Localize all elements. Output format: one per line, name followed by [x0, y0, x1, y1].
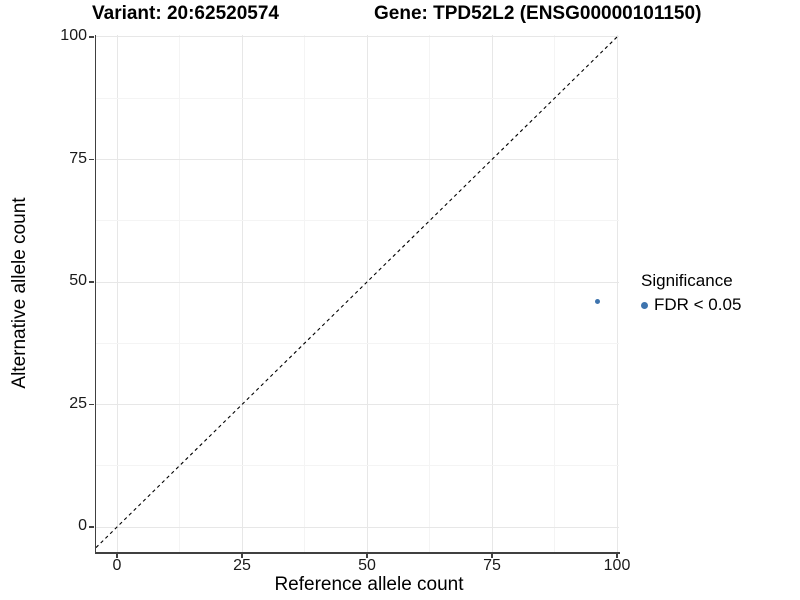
gridline-x-major	[491, 35, 493, 552]
y-tick-mark	[89, 158, 94, 161]
y-axis-title: Alternative allele count	[9, 197, 30, 389]
legend: Significance FDR < 0.05	[641, 271, 741, 315]
gridline-y-minor	[96, 220, 619, 222]
y-tick-mark	[89, 281, 94, 283]
gridline-y-minor	[96, 465, 619, 467]
gridline-y-minor	[96, 97, 619, 99]
plot-title-gene: Gene: TPD52L2 (ENSG00000101150)	[374, 3, 702, 24]
y-tick-mark	[89, 36, 94, 38]
y-tick-mark	[89, 403, 94, 406]
legend-title: Significance	[641, 271, 733, 290]
x-axis-line	[94, 552, 620, 554]
gridline-x-major	[241, 35, 243, 552]
x-tick-label: 25	[233, 557, 251, 574]
x-tick-mark	[366, 553, 368, 559]
x-tick-label: 100	[603, 557, 631, 574]
gridline-y-major	[96, 404, 619, 405]
y-tick-label: 25	[69, 394, 87, 412]
gridline-x-major	[366, 35, 368, 552]
legend-entry: FDR < 0.05	[641, 295, 741, 315]
legend-point-icon	[641, 301, 648, 309]
gridline-y-major	[96, 36, 619, 38]
y-tick-label: 100	[60, 27, 87, 44]
y-tick-label: 0	[78, 517, 87, 534]
gridline-y-minor	[96, 342, 619, 344]
gridline-x-minor	[554, 35, 555, 552]
data-point	[594, 299, 600, 305]
gridline-x-minor	[304, 35, 305, 552]
x-tick-mark	[241, 553, 243, 559]
gridline-x-minor	[179, 35, 180, 552]
legend-entry-label: FDR < 0.05	[654, 295, 742, 314]
plot-title-variant: Variant: 20:62520574	[92, 3, 279, 24]
y-tick-label: 50	[69, 272, 87, 289]
y-tick-label: 75	[69, 149, 87, 167]
gridline-y-major	[96, 281, 619, 283]
x-tick-mark	[616, 553, 618, 559]
gridline-y-major	[96, 159, 619, 160]
y-tick-mark	[89, 526, 94, 528]
plot-panel	[96, 35, 619, 552]
x-tick-label: 75	[483, 557, 501, 574]
gridline-x-major	[116, 35, 118, 552]
identity-line	[96, 35, 619, 548]
x-tick-mark	[491, 553, 493, 559]
x-axis-title: Reference allele count	[274, 574, 464, 595]
x-tick-label: 0	[112, 557, 122, 574]
y-axis-line	[94, 35, 97, 554]
gridline-x-minor	[429, 35, 430, 552]
x-tick-label: 50	[358, 557, 376, 574]
gridline-x-major	[616, 35, 618, 552]
x-tick-mark	[116, 553, 118, 559]
gridline-y-major	[96, 526, 619, 528]
